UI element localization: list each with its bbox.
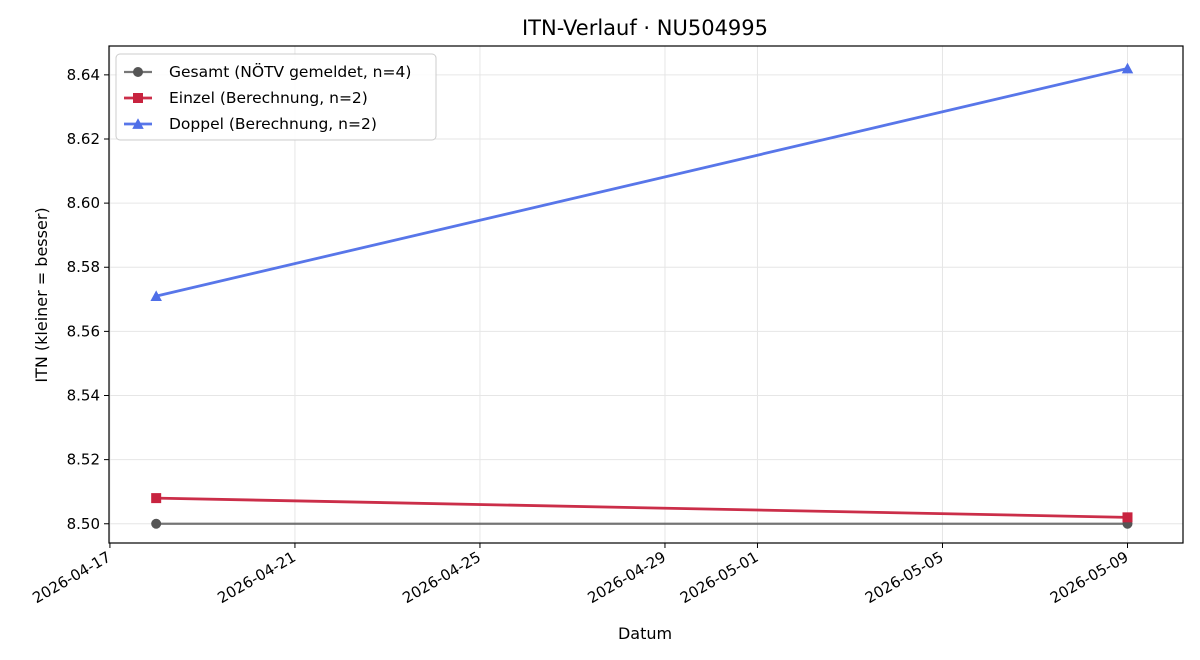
data-point-triangle — [150, 290, 162, 301]
y-axis-label: ITN (kleiner = besser) — [32, 207, 51, 382]
legend-label: Gesamt (NÖTV gemeldet, n=4) — [169, 62, 411, 81]
series-line-triangle — [155, 67, 1128, 298]
x-tick-label: 2026-04-29 — [584, 548, 669, 607]
legend-box — [115, 53, 437, 141]
data-point-square — [1122, 512, 1133, 523]
axes-layer: 8.50 8.52 8.54 8.56 8.58 8.60 8.62 8.64 2026-04-… — [29, 66, 1131, 607]
data-point-square — [151, 493, 162, 504]
grid-layer — [109, 46, 1183, 543]
y-tick-label: 8.54 — [67, 387, 100, 405]
chart-title: ITN-Verlauf · NU504995 — [522, 16, 768, 40]
x-tick-label: 2026-05-09 — [1047, 548, 1132, 607]
data-point-circle — [151, 518, 162, 529]
x-tick-label: 2026-05-01 — [677, 548, 762, 607]
series-layer — [150, 62, 1134, 529]
x-tick-label: 2026-04-21 — [214, 548, 299, 607]
data-point-triangle — [1121, 62, 1134, 74]
series-line-square — [156, 496, 1128, 519]
y-tick-label: 8.56 — [67, 322, 100, 340]
y-tick-label: 8.62 — [67, 130, 100, 148]
y-tick-label: 8.64 — [67, 66, 100, 84]
legend-label: Einzel (Berechnung, n=2) — [169, 89, 368, 107]
legend-marker-triangle — [132, 118, 144, 129]
x-axis-label: Datum — [618, 624, 672, 643]
x-tick-label: 2026-04-17 — [29, 548, 114, 607]
legend-marker-circle — [133, 67, 143, 77]
plot-frame — [108, 45, 1184, 544]
x-tick-label: 2026-05-05 — [862, 548, 947, 607]
legend-label: Doppel (Berechnung, n=2) — [169, 115, 377, 133]
y-tick-label: 8.58 — [67, 258, 100, 276]
legend: Gesamt (NÖTV gemeldet, n=4) Einzel (Berec… — [115, 53, 437, 141]
y-tick-label: 8.50 — [67, 515, 100, 533]
y-tick-label: 8.52 — [67, 451, 100, 469]
legend-marker-square — [133, 93, 143, 103]
x-tick-label: 2026-04-25 — [399, 548, 484, 607]
y-tick-label: 8.60 — [67, 194, 100, 212]
